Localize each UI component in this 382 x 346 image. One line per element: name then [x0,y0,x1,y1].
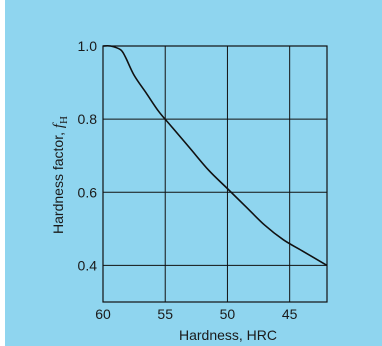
y-tick-label: 1.0 [78,38,98,54]
x-tick-label: 45 [282,306,298,322]
x-tick-label: 55 [157,306,173,322]
chart-panel [5,0,382,346]
y-tick-labels: 1.0 0.8 0.6 0.4 [78,38,98,273]
y-axis-title-main: Hardness factor, [50,128,66,234]
x-tick-label: 50 [220,306,236,322]
y-axis-title: Hardness factor, fH [50,116,70,234]
y-tick-label: 0.6 [78,184,98,200]
x-tick-labels: 60 55 50 45 [95,306,297,322]
x-tick-label: 60 [95,306,111,322]
y-tick-label: 0.8 [78,111,98,127]
y-tick-label: 0.4 [78,257,98,273]
y-axis-title-subscript: H [58,116,70,124]
plot-frame [102,45,328,303]
grid [103,46,327,302]
x-axis-title: Hardness, HRC [179,327,277,343]
hardness-factor-curve [102,44,328,267]
y-axis-title-symbol: f [51,122,67,128]
